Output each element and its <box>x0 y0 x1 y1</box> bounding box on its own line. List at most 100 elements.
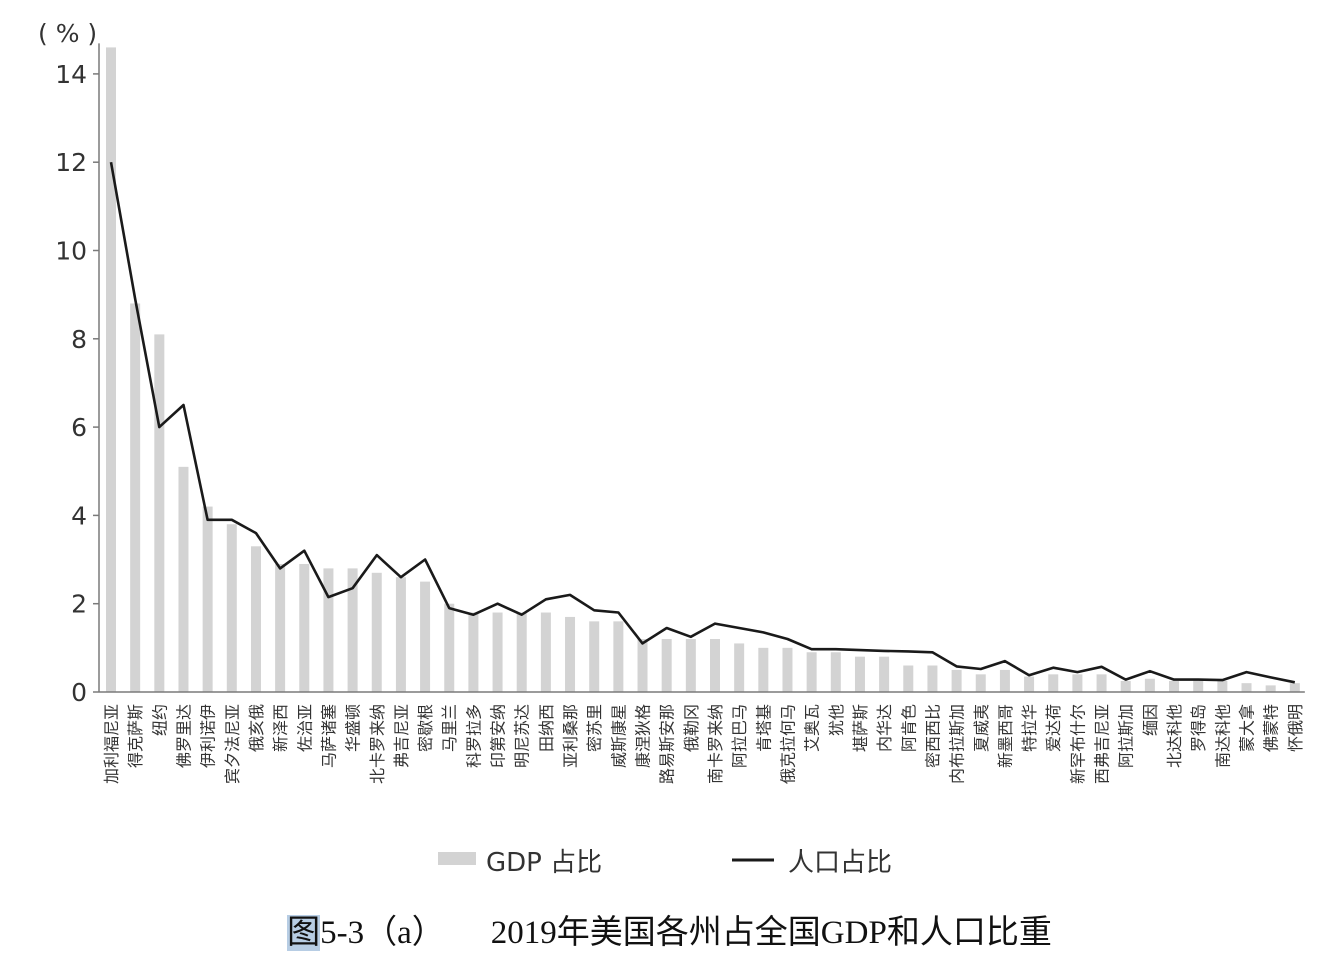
figure-title: 2019年美国各州占全国GDP和人口比重 <box>491 915 1052 951</box>
gdp-bar <box>565 617 575 692</box>
category-label: 密西西比 <box>923 704 942 768</box>
category-label: 马萨诸塞 <box>319 704 338 768</box>
category-labels: 加利福尼亚得克萨斯纽约佛罗里达伊利诺伊宾夕法尼亚俄亥俄新泽西佐治亚马萨诸塞华盛顿… <box>102 704 1305 784</box>
category-label: 阿拉巴马 <box>730 704 749 768</box>
category-label: 新泽西 <box>271 704 290 752</box>
category-label: 怀俄明 <box>1286 704 1305 752</box>
population-series-line <box>111 162 1295 682</box>
category-label: 田纳西 <box>537 704 556 752</box>
gdp-bar <box>1000 670 1010 692</box>
category-label: 阿肯色 <box>899 704 918 752</box>
category-label: 夏威夷 <box>972 704 991 752</box>
legend: GDP 占比 人口占比 <box>438 848 892 878</box>
category-label: 缅因 <box>1141 704 1160 736</box>
gdp-bar <box>1266 685 1276 692</box>
y-tick-label: 10 <box>55 237 87 266</box>
gdp-bar <box>1121 681 1131 692</box>
category-label: 堪萨斯 <box>851 704 870 752</box>
category-label: 犹他 <box>827 704 846 736</box>
category-label: 新墨西哥 <box>996 704 1015 768</box>
category-label: 俄克拉何马 <box>778 704 797 784</box>
category-label: 亚利桑那 <box>561 704 580 768</box>
gdp-bar <box>686 639 696 692</box>
legend-swatch-gdp <box>438 852 476 865</box>
gdp-bar <box>734 643 744 692</box>
gdp-bar <box>903 666 913 692</box>
gdp-bar <box>493 613 503 692</box>
category-label: 艾奥瓦 <box>803 704 822 752</box>
y-tick-label: 14 <box>55 60 87 89</box>
category-label: 科罗拉多 <box>464 704 483 768</box>
category-label: 华盛顿 <box>344 704 363 752</box>
gdp-bar <box>952 670 962 692</box>
gdp-bar <box>251 546 261 692</box>
category-label: 伊利诺伊 <box>199 704 218 768</box>
figure-number: 5-3（a） <box>320 915 445 951</box>
gdp-bar <box>1072 674 1082 692</box>
y-tick-label: 2 <box>71 590 87 619</box>
category-label: 佐治亚 <box>295 704 314 752</box>
category-label: 宾夕法尼亚 <box>223 704 242 784</box>
gdp-bar <box>106 47 116 692</box>
category-label: 南卡罗来纳 <box>706 704 725 784</box>
gdp-bar <box>831 652 841 692</box>
gdp-bar <box>638 639 648 692</box>
category-label: 密苏里 <box>585 704 604 752</box>
category-label: 俄勒冈 <box>682 704 701 752</box>
category-label: 阿拉斯加 <box>1117 704 1136 768</box>
category-label: 内布拉斯加 <box>948 704 967 784</box>
category-label: 北卡罗来纳 <box>368 704 387 784</box>
gdp-bar <box>662 639 672 692</box>
figure-caption: 图5-3（a） 2019年美国各州占全国GDP和人口比重 <box>0 905 1339 953</box>
gdp-bar <box>541 613 551 692</box>
gdp-bar <box>879 657 889 692</box>
gdp-bars <box>106 47 1300 692</box>
category-label: 得克萨斯 <box>126 704 145 768</box>
legend-label-population: 人口占比 <box>788 848 892 878</box>
gdp-bar <box>1145 679 1155 692</box>
figure-label: 图 <box>287 915 320 951</box>
category-label: 弗吉尼亚 <box>392 704 411 768</box>
gdp-bar <box>589 621 599 692</box>
gdp-bar <box>1217 681 1227 692</box>
gdp-bar <box>782 648 792 692</box>
category-label: 罗得岛 <box>1189 704 1208 752</box>
category-label: 爱达荷 <box>1044 704 1063 752</box>
category-label: 康涅狄格 <box>634 704 653 768</box>
category-label: 南达科他 <box>1213 704 1232 768</box>
gdp-bar <box>1097 674 1107 692</box>
category-label: 密歇根 <box>416 704 435 752</box>
y-axis-unit-label: ( % ) <box>38 19 97 48</box>
y-tick-label: 8 <box>71 325 87 354</box>
category-label: 马里兰 <box>440 704 459 752</box>
gdp-bar <box>1048 674 1058 692</box>
gdp-bar <box>976 674 986 692</box>
gdp-bar <box>323 568 333 692</box>
population-line <box>111 162 1295 682</box>
category-label: 肯塔基 <box>754 704 773 752</box>
gdp-bar <box>1242 683 1252 692</box>
gdp-bar <box>444 604 454 692</box>
gdp-bar <box>1290 683 1300 692</box>
gdp-bar <box>758 648 768 692</box>
gdp-bar <box>517 613 527 692</box>
category-label: 内华达 <box>875 704 894 752</box>
category-label: 新罕布什尔 <box>1068 704 1087 784</box>
gdp-bar <box>396 577 406 692</box>
gdp-bar <box>710 639 720 692</box>
legend-label-gdp: GDP 占比 <box>486 848 602 878</box>
category-label: 纽约 <box>150 704 169 736</box>
gdp-bar <box>299 564 309 692</box>
y-tick-label: 4 <box>71 501 87 530</box>
category-label: 佛蒙特 <box>1262 704 1281 752</box>
gdp-bar <box>1024 677 1034 692</box>
gdp-bar <box>130 303 140 692</box>
category-label: 加利福尼亚 <box>102 704 121 784</box>
gdp-bar <box>154 334 164 692</box>
y-tick-label: 6 <box>71 413 87 442</box>
y-tick-label: 12 <box>55 148 87 177</box>
category-label: 印第安纳 <box>489 704 508 768</box>
gdp-bar <box>372 573 382 692</box>
category-label: 明尼苏达 <box>513 704 532 768</box>
